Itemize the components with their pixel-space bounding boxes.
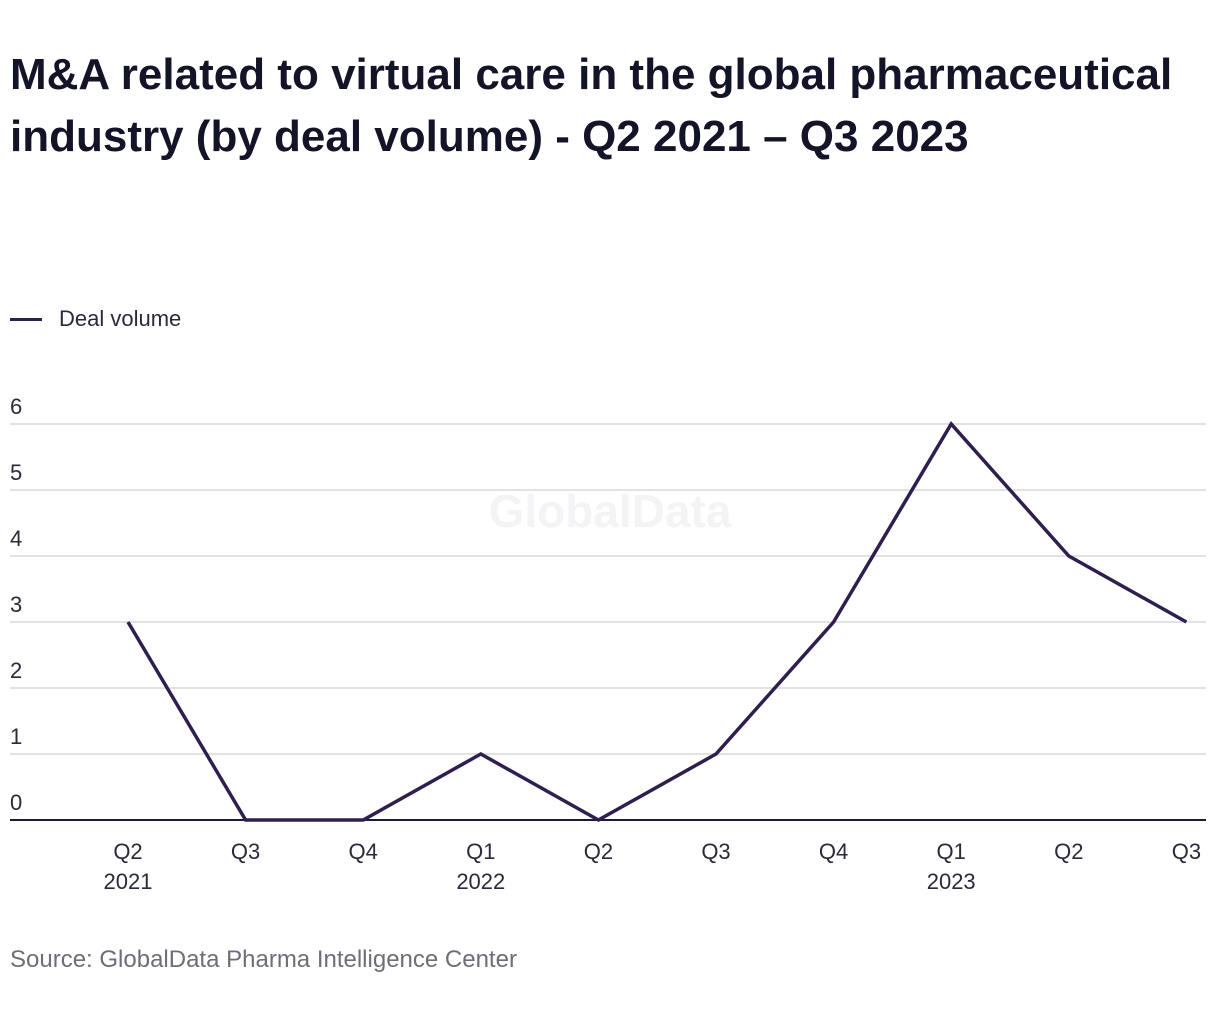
x-tick-label-6: Q3 <box>701 839 730 864</box>
y-tick-label-4: 4 <box>10 526 22 551</box>
x-tick-label-7: Q4 <box>819 839 848 864</box>
chart-title: M&A related to virtual care in the globa… <box>10 50 1173 161</box>
x-tick-label-9: Q2 <box>1054 839 1083 864</box>
x-tick-label-1: Q2 <box>113 839 142 864</box>
legend: Deal volume <box>10 306 181 332</box>
watermark: GlobalData <box>489 485 732 537</box>
x-tick-label-4: Q1 <box>466 839 495 864</box>
x-tick-year-label-1: 2021 <box>104 869 153 894</box>
x-tick-label-3: Q4 <box>349 839 378 864</box>
x-tick-label-2: Q3 <box>231 839 260 864</box>
x-tick-label-10: Q3 <box>1172 839 1201 864</box>
x-tick-year-label-8: 2023 <box>927 869 976 894</box>
x-tick-label-8: Q1 <box>937 839 966 864</box>
y-tick-label-3: 3 <box>10 592 22 617</box>
y-tick-label-1: 1 <box>10 724 22 749</box>
x-tick-label-5: Q2 <box>584 839 613 864</box>
legend-line-swatch <box>10 317 42 321</box>
legend-label: Deal volume <box>59 306 182 331</box>
y-tick-label-0: 0 <box>10 790 22 815</box>
y-tick-label-5: 5 <box>10 460 22 485</box>
y-tick-label-2: 2 <box>10 658 22 683</box>
x-tick-year-label-4: 2022 <box>456 869 505 894</box>
source-note: Source: GlobalData Pharma Intelligence C… <box>10 946 517 973</box>
y-tick-label-6: 6 <box>10 394 22 419</box>
series-line-deal-volume <box>126 421 1188 823</box>
